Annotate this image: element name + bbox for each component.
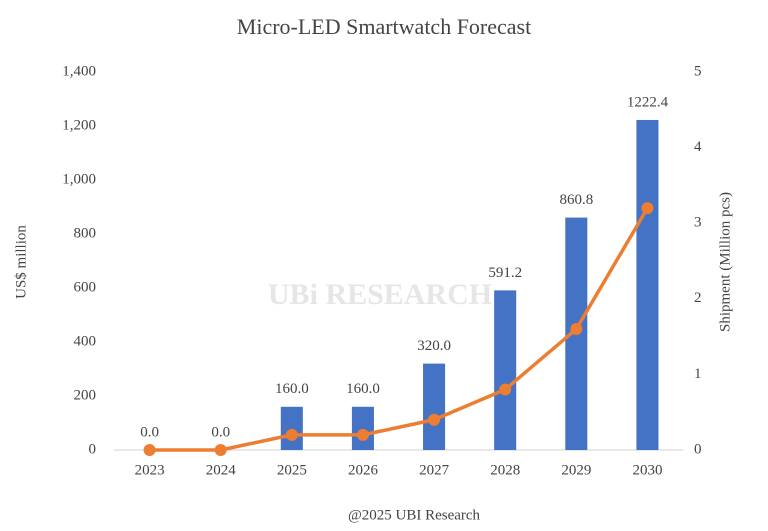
line-marker: [499, 383, 512, 396]
x-tick-label: 2026: [348, 462, 379, 478]
y2-axis-title: Shipment (Million pcs): [717, 192, 733, 332]
y2-tick-label: 4: [694, 139, 702, 155]
data-label: 0.0: [211, 424, 230, 440]
line-marker: [570, 323, 583, 336]
line-marker: [428, 413, 441, 426]
bar: [280, 406, 303, 450]
x-tick-label: 2025: [277, 462, 307, 478]
y2-tick-label: 2: [694, 290, 702, 306]
line: [149, 207, 649, 452]
y-tick-label: 1,400: [62, 63, 96, 79]
bar: [423, 363, 446, 450]
x-tick-label: 2027: [419, 462, 450, 478]
x-tick-label: 2024: [206, 462, 237, 478]
x-tick-label: 2023: [135, 462, 165, 478]
x-tick-label: 2029: [561, 462, 591, 478]
source-note: @2025 UBI Research: [348, 507, 481, 523]
x-tick-label: 2030: [632, 462, 662, 478]
data-label: 160.0: [346, 381, 380, 397]
data-label: 860.8: [559, 192, 593, 208]
watermark: UBi RESEARCH: [268, 278, 492, 311]
data-label: 1222.4: [627, 94, 669, 110]
data-label: 320.0: [417, 338, 451, 354]
y-tick-label: 0: [89, 441, 97, 457]
line-marker: [356, 428, 369, 441]
y2-tick-label: 5: [694, 63, 702, 79]
data-label: 0.0: [140, 424, 159, 440]
y2-tick-label: 0: [694, 441, 702, 457]
y-tick-label: 1,000: [62, 171, 96, 187]
y2-tick-label: 3: [694, 215, 702, 231]
line-marker: [143, 444, 156, 456]
chart-title: Micro-LED Smartwatch Forecast: [237, 14, 531, 39]
y-tick-label: 800: [74, 225, 97, 241]
y2-tick-label: 1: [694, 366, 702, 382]
y-tick-label: 1,200: [62, 117, 96, 133]
bar: [494, 290, 517, 450]
line-marker: [285, 428, 298, 441]
line-marker: [641, 202, 654, 215]
data-label: 591.2: [488, 265, 522, 281]
bar: [351, 406, 374, 450]
data-label: 160.0: [275, 381, 309, 397]
y-tick-label: 400: [74, 333, 97, 349]
line-marker: [214, 444, 227, 456]
x-tick-label: 2028: [490, 462, 520, 478]
bar: [636, 119, 659, 451]
y-axis-title: US$ million: [13, 225, 29, 299]
y-tick-label: 600: [74, 279, 97, 295]
y-tick-label: 200: [74, 387, 97, 403]
